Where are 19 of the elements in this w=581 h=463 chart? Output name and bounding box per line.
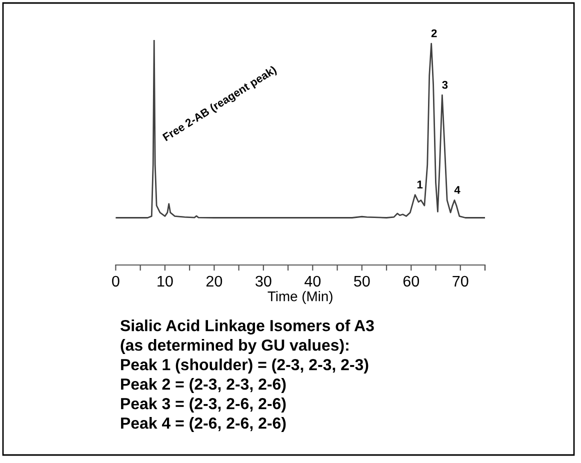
annotation: 4	[454, 186, 460, 194]
x-tick-label: 60	[403, 276, 420, 287]
x-tick-label: 0	[112, 276, 120, 287]
x-tick-label: 50	[354, 276, 370, 287]
x-axis-title: Time (Min)	[268, 291, 332, 304]
text: Peak 2 = (2-3, 2-3, 2-6)	[121, 378, 286, 393]
annotation: 2	[431, 29, 437, 38]
text: Sialic Acid Linkage Isomers of A3	[120, 320, 374, 334]
text: Peak 4 = (2-6, 2-6, 2-6)	[121, 417, 286, 432]
x-tick-label: 20	[206, 276, 222, 287]
text: (as determined by GU values):	[120, 339, 348, 354]
x-tick-label: 70	[452, 276, 468, 287]
x-tick-label: 10	[158, 276, 173, 287]
text: Peak 3 = (2-3, 2-6, 2-6)	[121, 398, 286, 412]
annotation: 3	[442, 80, 448, 89]
x-tick-label: 40	[304, 276, 321, 287]
text: Peak 1 (shoulder) = (2-3, 2-3, 2-3)	[121, 358, 368, 374]
annotation: 1	[417, 180, 423, 188]
x-tick-label: 30	[256, 276, 272, 287]
